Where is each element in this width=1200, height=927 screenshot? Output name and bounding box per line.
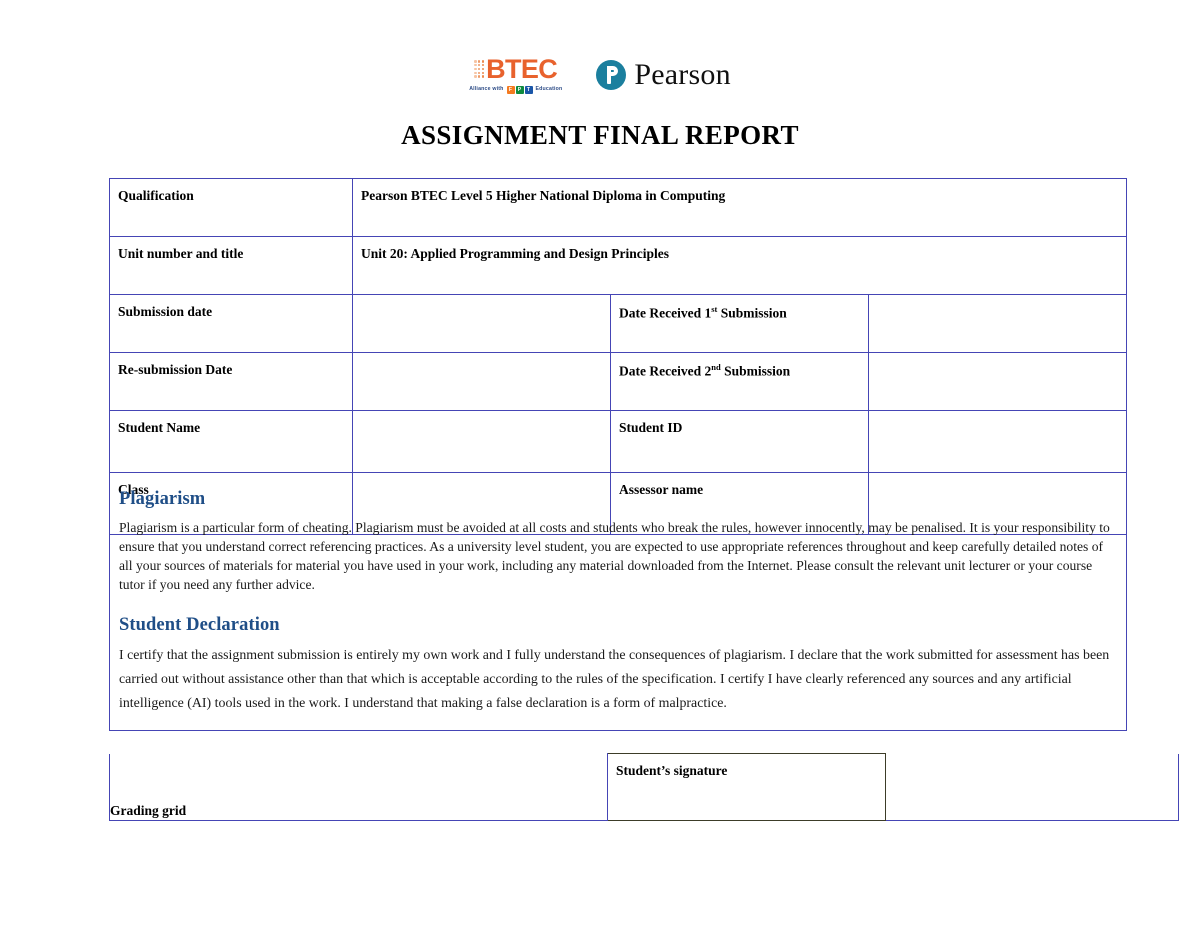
date-received-first-label: Date Received 1st Submission (610, 294, 869, 353)
btec-wordmark: BTEC (486, 54, 558, 84)
btec-dot-pattern-icon (474, 60, 485, 78)
fpt-letter-p: P (515, 86, 524, 94)
resubmission-date-value[interactable] (352, 352, 611, 411)
student-signature-label: Student’s signature (607, 753, 886, 821)
fpt-education-icon: F P T (506, 86, 533, 94)
btec-tagline-prefix: Alliance with (469, 86, 504, 93)
date-received-first-tail: Submission (717, 305, 787, 321)
date-received-second-label: Date Received 2nd Submission (610, 352, 869, 411)
assignment-info-table: Qualification Pearson BTEC Level 5 Highe… (109, 178, 1127, 535)
date-received-second-tail: Submission (720, 363, 791, 379)
submission-date-label: Submission date (109, 294, 353, 353)
declaration-block: Plagiarism Plagiarism is a particular fo… (109, 478, 1127, 731)
assessor-name-label: Assessor name (610, 472, 869, 535)
assessor-name-value[interactable] (868, 472, 1127, 535)
resubmission-date-label: Re-submission Date (109, 352, 353, 411)
btec-wordmark-group: BTEC (474, 54, 558, 84)
plagiarism-heading: Plagiarism (119, 489, 206, 509)
fpt-letter-f: F (506, 86, 515, 94)
table-row: Re-submission Date Date Received 2nd Sub… (109, 352, 1127, 411)
class-label: Class (109, 472, 353, 535)
date-received-second-value[interactable] (868, 352, 1127, 411)
pearson-p-icon (596, 60, 627, 90)
student-name-label: Student Name (109, 410, 353, 473)
student-declaration-heading: Student Declaration (119, 615, 280, 636)
unit-value[interactable]: Unit 20: Applied Programming and Design … (352, 236, 1127, 295)
student-id-label: Student ID (610, 410, 869, 473)
plagiarism-body: Plagiarism is a particular form of cheat… (119, 520, 1110, 593)
btec-tagline-suffix: Education (535, 86, 563, 93)
table-row: Class Assessor name (109, 472, 1127, 535)
class-value[interactable] (352, 472, 611, 535)
fpt-letter-t: T (524, 86, 533, 94)
table-row: Submission date Date Received 1st Submis… (109, 294, 1127, 353)
btec-logo-icon: BTEC Alliance with F P T Education (469, 56, 562, 94)
signature-spacer-cell (109, 753, 608, 821)
date-received-first-value[interactable] (868, 294, 1127, 353)
pearson-wordmark: Pearson (634, 58, 731, 91)
btec-tagline: Alliance with F P T Education (469, 86, 562, 94)
qualification-label: Qualification (109, 178, 353, 237)
student-declaration-body: I certify that the assignment submission… (119, 648, 1110, 711)
ordinal-suffix-st: st (711, 304, 718, 314)
student-name-value[interactable] (352, 410, 611, 473)
table-row: Qualification Pearson BTEC Level 5 Highe… (109, 178, 1127, 237)
submission-date-value[interactable] (352, 294, 611, 353)
table-row: Student’s signature (109, 753, 1179, 821)
unit-label: Unit number and title (109, 236, 353, 295)
grading-grid-caption: Grading grid (110, 803, 187, 818)
qualification-value[interactable]: Pearson BTEC Level 5 Higher National Dip… (352, 178, 1127, 237)
date-received-first-text: Date Received 1 (619, 305, 712, 321)
table-row: Unit number and title Unit 20: Applied P… (109, 236, 1127, 295)
table-row: Student Name Student ID (109, 410, 1127, 473)
brand-logo-row: BTEC Alliance with F P T Education Pears… (0, 56, 1200, 94)
date-received-second-text: Date Received 2 (619, 363, 712, 379)
student-id-value[interactable] (868, 410, 1127, 473)
page-title: ASSIGNMENT FINAL REPORT (401, 120, 799, 150)
pearson-logo: Pearson (596, 58, 731, 91)
signature-table: Student’s signature (109, 753, 1179, 821)
student-signature-field[interactable] (885, 753, 1179, 821)
ordinal-suffix-nd: nd (711, 362, 721, 372)
